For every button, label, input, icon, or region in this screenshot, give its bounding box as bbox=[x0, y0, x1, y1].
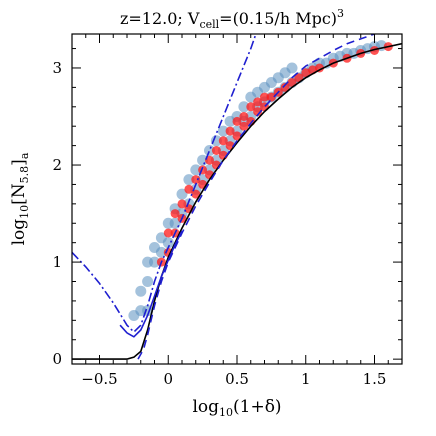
scatter-point bbox=[142, 276, 154, 287]
scatter-point bbox=[197, 154, 209, 166]
plot-frame bbox=[71, 33, 403, 365]
scatter-point bbox=[191, 189, 201, 199]
scatter-point bbox=[184, 184, 194, 194]
scatter-series-0 bbox=[128, 40, 387, 321]
scatter-point bbox=[191, 175, 201, 185]
scatter-point bbox=[286, 62, 298, 74]
x-tick-label: 1.5 bbox=[363, 370, 387, 388]
curve-solid bbox=[72, 42, 402, 360]
scatter-point bbox=[232, 116, 242, 126]
plot-area bbox=[72, 34, 402, 360]
x-tick-label: −0.5 bbox=[81, 370, 117, 388]
ylabel-sub2: 5.8 bbox=[18, 166, 31, 184]
x-axis-ticks: −0.5 0 0.5 1 1.5 bbox=[81, 34, 389, 388]
title-middle: =(0.15/h Mpc) bbox=[219, 9, 337, 28]
scatter-point bbox=[253, 107, 263, 117]
curve-dashed bbox=[137, 34, 377, 360]
scatter-point bbox=[163, 228, 173, 238]
scatter-point bbox=[294, 73, 304, 83]
ylabel-sub3: a bbox=[18, 152, 31, 159]
xlabel-post: (1+δ) bbox=[233, 397, 282, 417]
scatter-point bbox=[155, 246, 167, 258]
curve-solid bbox=[119, 230, 183, 338]
scatter-point bbox=[266, 92, 276, 102]
x-tick-label: 1 bbox=[301, 370, 311, 388]
scatter-point bbox=[232, 131, 242, 141]
scatter-point bbox=[149, 256, 160, 268]
scatter-point bbox=[239, 112, 249, 121]
scatter-point bbox=[315, 63, 324, 73]
scatter-point bbox=[204, 145, 215, 156]
scatter-point bbox=[218, 136, 228, 146]
y-axis-ticks: 0 1 2 3 bbox=[52, 48, 402, 368]
scatter-point bbox=[176, 188, 188, 200]
y-tick-label: 3 bbox=[52, 59, 62, 77]
ylabel-sub: 10 bbox=[18, 205, 31, 219]
title-prefix: z=12.0; V bbox=[120, 9, 200, 28]
title-sub: cell bbox=[199, 18, 219, 31]
ylabel-mid: [N bbox=[9, 183, 29, 205]
scatter-point bbox=[260, 92, 269, 102]
scatter-point bbox=[301, 68, 311, 78]
y-axis-label: log10[N5.8]a bbox=[9, 152, 31, 245]
x-tick-label: 0.5 bbox=[225, 370, 249, 388]
curve-dash-dot bbox=[72, 34, 257, 334]
ylabel-pre: log bbox=[9, 219, 29, 246]
scatter-point bbox=[135, 285, 147, 297]
scatter-point bbox=[217, 125, 229, 137]
scatter-point bbox=[177, 199, 187, 209]
scatter-point bbox=[238, 101, 250, 113]
scatter-point bbox=[225, 126, 235, 136]
y-tick-label: 1 bbox=[52, 253, 62, 271]
scatter-point bbox=[280, 82, 290, 92]
y-tick-label: 0 bbox=[52, 350, 62, 368]
ylabel-post: ] bbox=[9, 159, 29, 166]
scatter-point bbox=[190, 164, 202, 176]
scatter-point bbox=[211, 146, 221, 155]
scatter-point bbox=[170, 209, 180, 219]
scatter-point bbox=[162, 237, 174, 249]
chart-title: z=12.0; Vcell=(0.15/h Mpc)3 bbox=[120, 7, 344, 31]
xlabel-sub: 10 bbox=[219, 406, 233, 419]
scatter-point bbox=[239, 121, 249, 131]
scatter-point bbox=[287, 78, 297, 87]
xlabel-pre: log bbox=[192, 397, 219, 417]
scatter-point bbox=[246, 102, 256, 112]
scatter-point bbox=[183, 174, 195, 186]
title-sup: 3 bbox=[337, 7, 344, 20]
x-tick-label: 0 bbox=[163, 370, 173, 388]
scatter-point bbox=[253, 97, 263, 107]
x-axis-label: log10(1+δ) bbox=[192, 397, 281, 419]
scatter-point bbox=[210, 135, 222, 147]
y-tick-label: 2 bbox=[52, 156, 62, 174]
